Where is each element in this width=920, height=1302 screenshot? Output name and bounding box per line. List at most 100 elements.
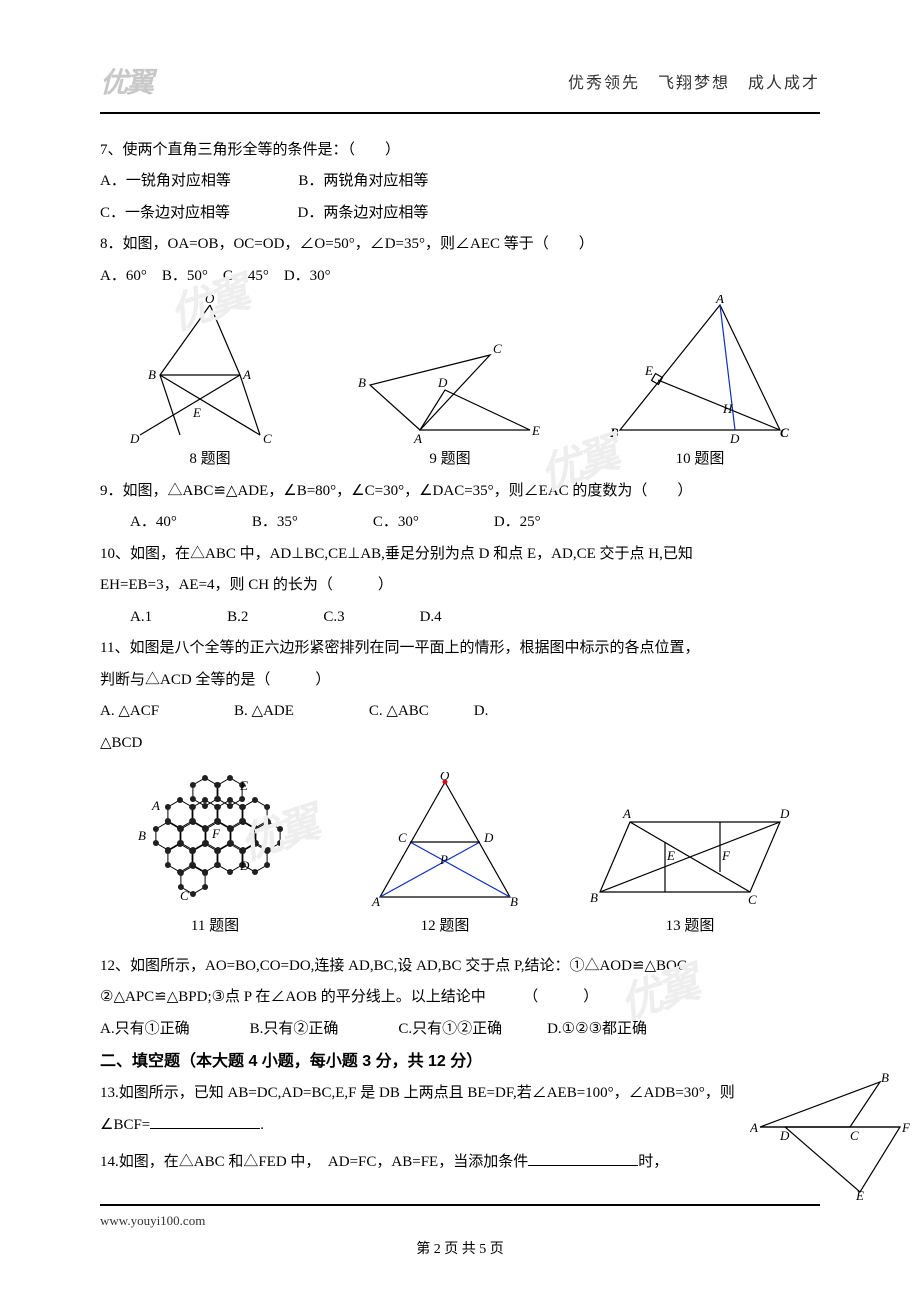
- q13-l2-post: .: [260, 1117, 264, 1133]
- fig8-A: A: [242, 367, 251, 382]
- fig13-svg: A D B C E F: [590, 802, 790, 912]
- fig11-A: A: [151, 798, 160, 813]
- fig10-C: C: [780, 425, 789, 440]
- fig8-E: E: [192, 405, 201, 420]
- fig10-A: A: [715, 295, 724, 306]
- figure-row-2: A B C D E F 11 题图: [100, 762, 820, 940]
- fig8-C: C: [263, 431, 272, 445]
- q10-l1: 10、如图，在△ABC 中，AD⊥BC,CE⊥AB,垂足分别为点 D 和点 E，…: [100, 542, 820, 568]
- q8-stem: 8．如图，OA=OB，OC=OD，∠O=50°，∠D=35°，则∠AEC 等于（…: [100, 232, 820, 258]
- q11-l2: 判断与△ACD 全等的是（ ）: [100, 668, 820, 694]
- q8-opts: A．60° B．50° C．45° D．30°: [100, 264, 820, 290]
- q12-l1: 12、如图所示，AO=BO,CO=DO,连接 AD,BC,设 AD,BC 交于点…: [100, 954, 820, 980]
- footer: www.youyi100.com 第 2 页 共 5 页: [100, 1204, 820, 1262]
- q7-opts-row2: C．一条边对应相等 D．两条边对应相等: [100, 201, 820, 227]
- q13-l1: 13.如图所示，已知 AB=DC,AD=BC,E,F 是 DB 上两点且 BE=…: [100, 1081, 820, 1107]
- q9-stem: 9．如图，△ABC≌△ADE，∠B=80°，∠C=30°，∠DAC=35°，则∠…: [100, 479, 820, 505]
- fig12-A: A: [371, 894, 380, 909]
- q12-l2: ②△APC≌△BPD;③点 P 在∠AOB 的平分线上。以上结论中 （ ）: [100, 985, 820, 1011]
- fig-8: O B A D C E 8 题图: [130, 295, 290, 473]
- fig-9: A B C D E 9 题图: [350, 335, 550, 473]
- fig8-O: O: [205, 295, 215, 306]
- fig10-E: E: [644, 363, 653, 378]
- fig14-D: D: [779, 1128, 790, 1143]
- fig13-A: A: [622, 806, 631, 821]
- fig12-O: O: [440, 772, 450, 783]
- fig13-B: B: [590, 890, 598, 905]
- q7-opts-row1: A．一锐角对应相等 B．两锐角对应相等: [100, 169, 820, 195]
- logo: 优翼: [100, 60, 152, 108]
- fig14-C: C: [850, 1128, 859, 1143]
- fig13-caption: 13 题图: [666, 914, 715, 940]
- page-number: 第 2 页 共 5 页: [100, 1238, 820, 1262]
- fig14-F: F: [901, 1120, 910, 1135]
- q14: 14.如图，在△ABC 和△FED 中， AD=FC，AB=FE，当添加条件 时，: [100, 1150, 820, 1176]
- fig10-H: H: [722, 401, 733, 416]
- section2-title: 二、填空题（本大题 4 小题，每小题 3 分，共 12 分）: [100, 1048, 820, 1075]
- fig9-E: E: [531, 423, 540, 438]
- fig9-caption: 9 题图: [429, 447, 470, 473]
- fig12-C: C: [398, 830, 407, 845]
- fig12-svg: O C D A B P: [360, 772, 530, 912]
- fig9-D: D: [437, 375, 448, 390]
- fig13-C: C: [748, 892, 757, 907]
- page: 优翼 优翼 优翼 优翼 优翼 优秀领先 飞翔梦想 成人成才 7、使两个直角三角形…: [0, 0, 920, 1302]
- q14-pre: 14.如图，在△ABC 和△FED 中， AD=FC，AB=FE，当添加条件: [100, 1154, 528, 1170]
- fig11-E: E: [239, 778, 248, 793]
- fig10-caption: 10 题图: [676, 447, 725, 473]
- fig-12: O C D A B P 12 题图: [360, 772, 530, 940]
- q11-opts1: A. △ACF B. △ADE C. △ABC D.: [100, 699, 820, 725]
- fig-11: A B C D E F 11 题图: [130, 762, 300, 940]
- fig-13: A D B C E F 13 题图: [590, 802, 790, 940]
- q10-opts: A.1 B.2 C.3 D.4: [100, 605, 820, 631]
- q13-l2: ∠BCF=.: [100, 1113, 820, 1139]
- q14-post: 时，: [638, 1154, 668, 1170]
- fig12-caption: 12 题图: [421, 914, 470, 940]
- fig-10: A B C D E H 10 题图: [610, 295, 790, 473]
- q7-optA: A．一锐角对应相等: [100, 173, 231, 189]
- fig10-svg: A B C D E H: [610, 295, 790, 445]
- fig14-E: E: [855, 1188, 864, 1202]
- fig11-F: F: [211, 826, 221, 841]
- fig8-D: D: [130, 431, 140, 445]
- q9-opts: A．40° B．35° C．30° D．25°: [100, 510, 820, 536]
- slogan: 优秀领先 飞翔梦想 成人成才: [568, 70, 820, 97]
- q10-l2: EH=EB=3，AE=4，则 CH 的长为（ ）: [100, 573, 820, 599]
- fig14-svg: A D B C F E: [750, 1072, 910, 1202]
- fig9-C: C: [493, 341, 502, 356]
- content: 7、使两个直角三角形全等的条件是：（ ） A．一锐角对应相等 B．两锐角对应相等…: [100, 138, 820, 1176]
- q7-optD: D．两条边对应相等: [298, 205, 429, 221]
- q7-optB: B．两锐角对应相等: [298, 173, 428, 189]
- fig12-P: P: [439, 852, 448, 867]
- fig12-B: B: [510, 894, 518, 909]
- fig8-svg: O B A D C E: [130, 295, 290, 445]
- q12-opts: A.只有①正确 B.只有②正确 C.只有①②正确 D.①②③都正确: [100, 1017, 820, 1043]
- fig13-F: F: [721, 848, 731, 863]
- fig8-B: B: [148, 367, 156, 382]
- q7-stem: 7、使两个直角三角形全等的条件是：（ ）: [100, 138, 820, 164]
- fig14-B: B: [881, 1072, 889, 1085]
- fig13-D: D: [779, 806, 790, 821]
- header: 优翼 优秀领先 飞翔梦想 成人成才: [100, 60, 820, 114]
- fig11-caption: 11 题图: [191, 914, 239, 940]
- figure-row-1: O B A D C E 8 题图: [100, 295, 820, 473]
- fig9-A: A: [413, 431, 422, 445]
- fig14-A: A: [750, 1120, 758, 1135]
- fig11-B: B: [138, 828, 146, 843]
- q14-blank[interactable]: [528, 1150, 638, 1166]
- fig10-D: D: [729, 431, 740, 445]
- fig12-D: D: [483, 830, 494, 845]
- q11-l1: 11、如图是八个全等的正六边形紧密排列在同一平面上的情形，根据图中标示的各点位置…: [100, 636, 820, 662]
- fig13-E: E: [666, 848, 675, 863]
- q13-blank[interactable]: [150, 1113, 260, 1129]
- fig10-B: B: [610, 425, 619, 440]
- footer-url: www.youyi100.com: [100, 1204, 820, 1232]
- fig11-svg: A B C D E F: [130, 762, 300, 912]
- q7-optC: C．一条边对应相等: [100, 205, 230, 221]
- fig11-D: D: [239, 858, 250, 873]
- fig9-B: B: [358, 375, 366, 390]
- fig8-caption: 8 题图: [189, 447, 230, 473]
- fig11-C: C: [180, 888, 189, 903]
- fig9-svg: A B C D E: [350, 335, 550, 445]
- q11-opts2: △BCD: [100, 731, 820, 757]
